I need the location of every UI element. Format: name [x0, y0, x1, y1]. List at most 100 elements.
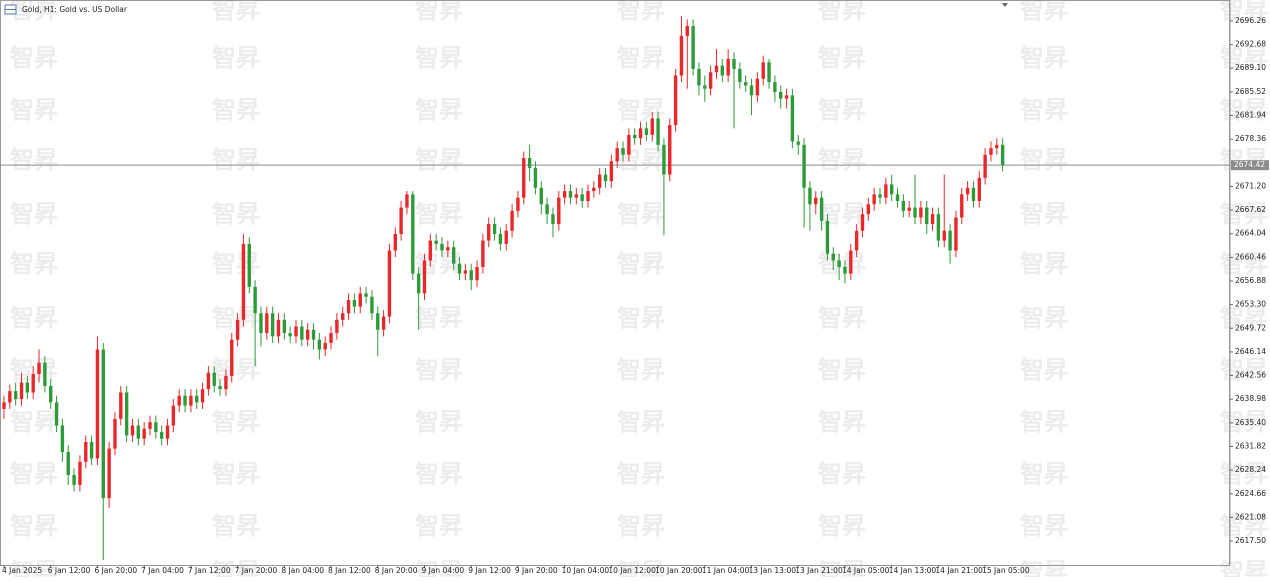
candle-body: [206, 372, 211, 390]
watermark: 智昇: [10, 200, 58, 228]
watermark: 智昇: [212, 558, 260, 577]
candle-body: [346, 300, 351, 314]
candle-body: [685, 25, 689, 36]
watermark: 智昇: [212, 250, 260, 278]
watermark: 智昇: [212, 200, 260, 228]
x-tick-label: 8 Jan 20:00: [375, 566, 418, 575]
x-tick-label: 7 Jan 12:00: [188, 566, 231, 575]
watermark: 智昇: [1220, 44, 1268, 72]
candle-body: [440, 243, 444, 251]
candle-body: [878, 194, 882, 198]
y-tick-label: 2656.88: [1235, 276, 1266, 285]
candle-body: [311, 329, 316, 340]
candle-body: [142, 428, 146, 439]
candle-body: [831, 253, 835, 261]
candle-body: [25, 382, 30, 393]
watermark: 智昇: [212, 460, 260, 488]
candle-body: [679, 35, 684, 76]
watermark: 智昇: [1020, 304, 1068, 332]
candle-body: [8, 391, 12, 403]
watermark: 智昇: [415, 304, 463, 332]
candle-body: [492, 224, 497, 234]
watermark: 智昇: [10, 460, 58, 488]
candle-body: [405, 194, 409, 208]
y-tick-label: 2660.46: [1235, 252, 1266, 261]
candle-body: [43, 362, 47, 386]
y-tick-label: 2628.24: [1235, 465, 1266, 474]
y-tick-label: 2678.36: [1235, 134, 1266, 143]
candle-body: [592, 187, 596, 192]
candle-body: [767, 62, 771, 83]
watermark: 智昇: [1020, 0, 1068, 24]
candle-body: [942, 230, 946, 241]
candle-body: [253, 286, 257, 314]
candle-body: [422, 260, 427, 294]
candle-body: [224, 375, 228, 390]
candle-body: [95, 349, 100, 459]
candle-body: [697, 68, 701, 86]
candle-body: [533, 167, 538, 188]
candle-body: [288, 333, 292, 337]
watermark: 智昇: [212, 96, 260, 124]
candle-body: [568, 191, 573, 198]
candle-body: [370, 296, 374, 314]
candle-body: [638, 128, 643, 139]
watermark: 智昇: [212, 356, 260, 384]
candle-body: [136, 425, 141, 439]
candle-body: [755, 78, 760, 96]
candle-body: [124, 392, 129, 436]
candle-body: [148, 422, 152, 429]
candle-body: [323, 342, 327, 350]
candle-body: [265, 313, 269, 334]
watermark: 智昇: [818, 512, 866, 540]
candle-body: [954, 217, 958, 251]
watermark: 智昇: [818, 44, 866, 72]
candle-body: [451, 247, 456, 264]
candle-body: [510, 210, 514, 231]
candle-body: [837, 260, 841, 268]
candle-body: [971, 187, 976, 201]
y-tick-label: 2689.10: [1235, 63, 1266, 72]
watermark: 智昇: [1220, 250, 1268, 278]
candle-body: [557, 197, 561, 225]
current-price-label: 2674.42: [1234, 160, 1265, 169]
y-tick-label: 2624.66: [1235, 489, 1266, 498]
x-tick-label: 6 Jan 20:00: [94, 566, 137, 575]
candle-body: [381, 316, 386, 330]
candle-body: [498, 233, 503, 244]
candle-body: [305, 329, 310, 340]
candle-body: [487, 224, 491, 241]
watermark: 智昇: [1020, 558, 1068, 577]
watermark: 智昇: [415, 512, 463, 540]
candle-body: [481, 240, 485, 268]
candle-body: [247, 243, 251, 287]
watermark: 智昇: [617, 250, 665, 278]
candle-body: [825, 220, 830, 254]
candle-body: [662, 144, 666, 175]
candle-body: [428, 240, 433, 261]
candle-body: [545, 204, 549, 215]
candle-body: [195, 395, 199, 403]
watermark: 智昇: [818, 558, 866, 577]
watermark: 智昇: [10, 96, 58, 124]
candle-body: [387, 250, 392, 317]
shift-marker: [1002, 3, 1008, 7]
y-tick-label: 2621.08: [1235, 512, 1266, 521]
x-tick-label: 4 Jan 2025: [2, 566, 42, 575]
candle-body: [913, 207, 917, 218]
watermark: 智昇: [818, 96, 866, 124]
candle-body: [72, 474, 76, 485]
candle-body: [609, 161, 614, 182]
candle-body: [854, 230, 859, 251]
watermark: 智昇: [10, 44, 58, 72]
candle-body: [773, 82, 777, 93]
candle-body: [270, 313, 275, 337]
candle-body: [101, 349, 105, 499]
candle-body: [749, 85, 754, 96]
watermark: 智昇: [1220, 0, 1268, 24]
x-tick-label: 7 Jan 04:00: [141, 566, 184, 575]
candle-body: [819, 197, 824, 221]
candle-body: [802, 144, 806, 188]
candle-body: [889, 184, 894, 195]
candle-body: [977, 177, 981, 201]
